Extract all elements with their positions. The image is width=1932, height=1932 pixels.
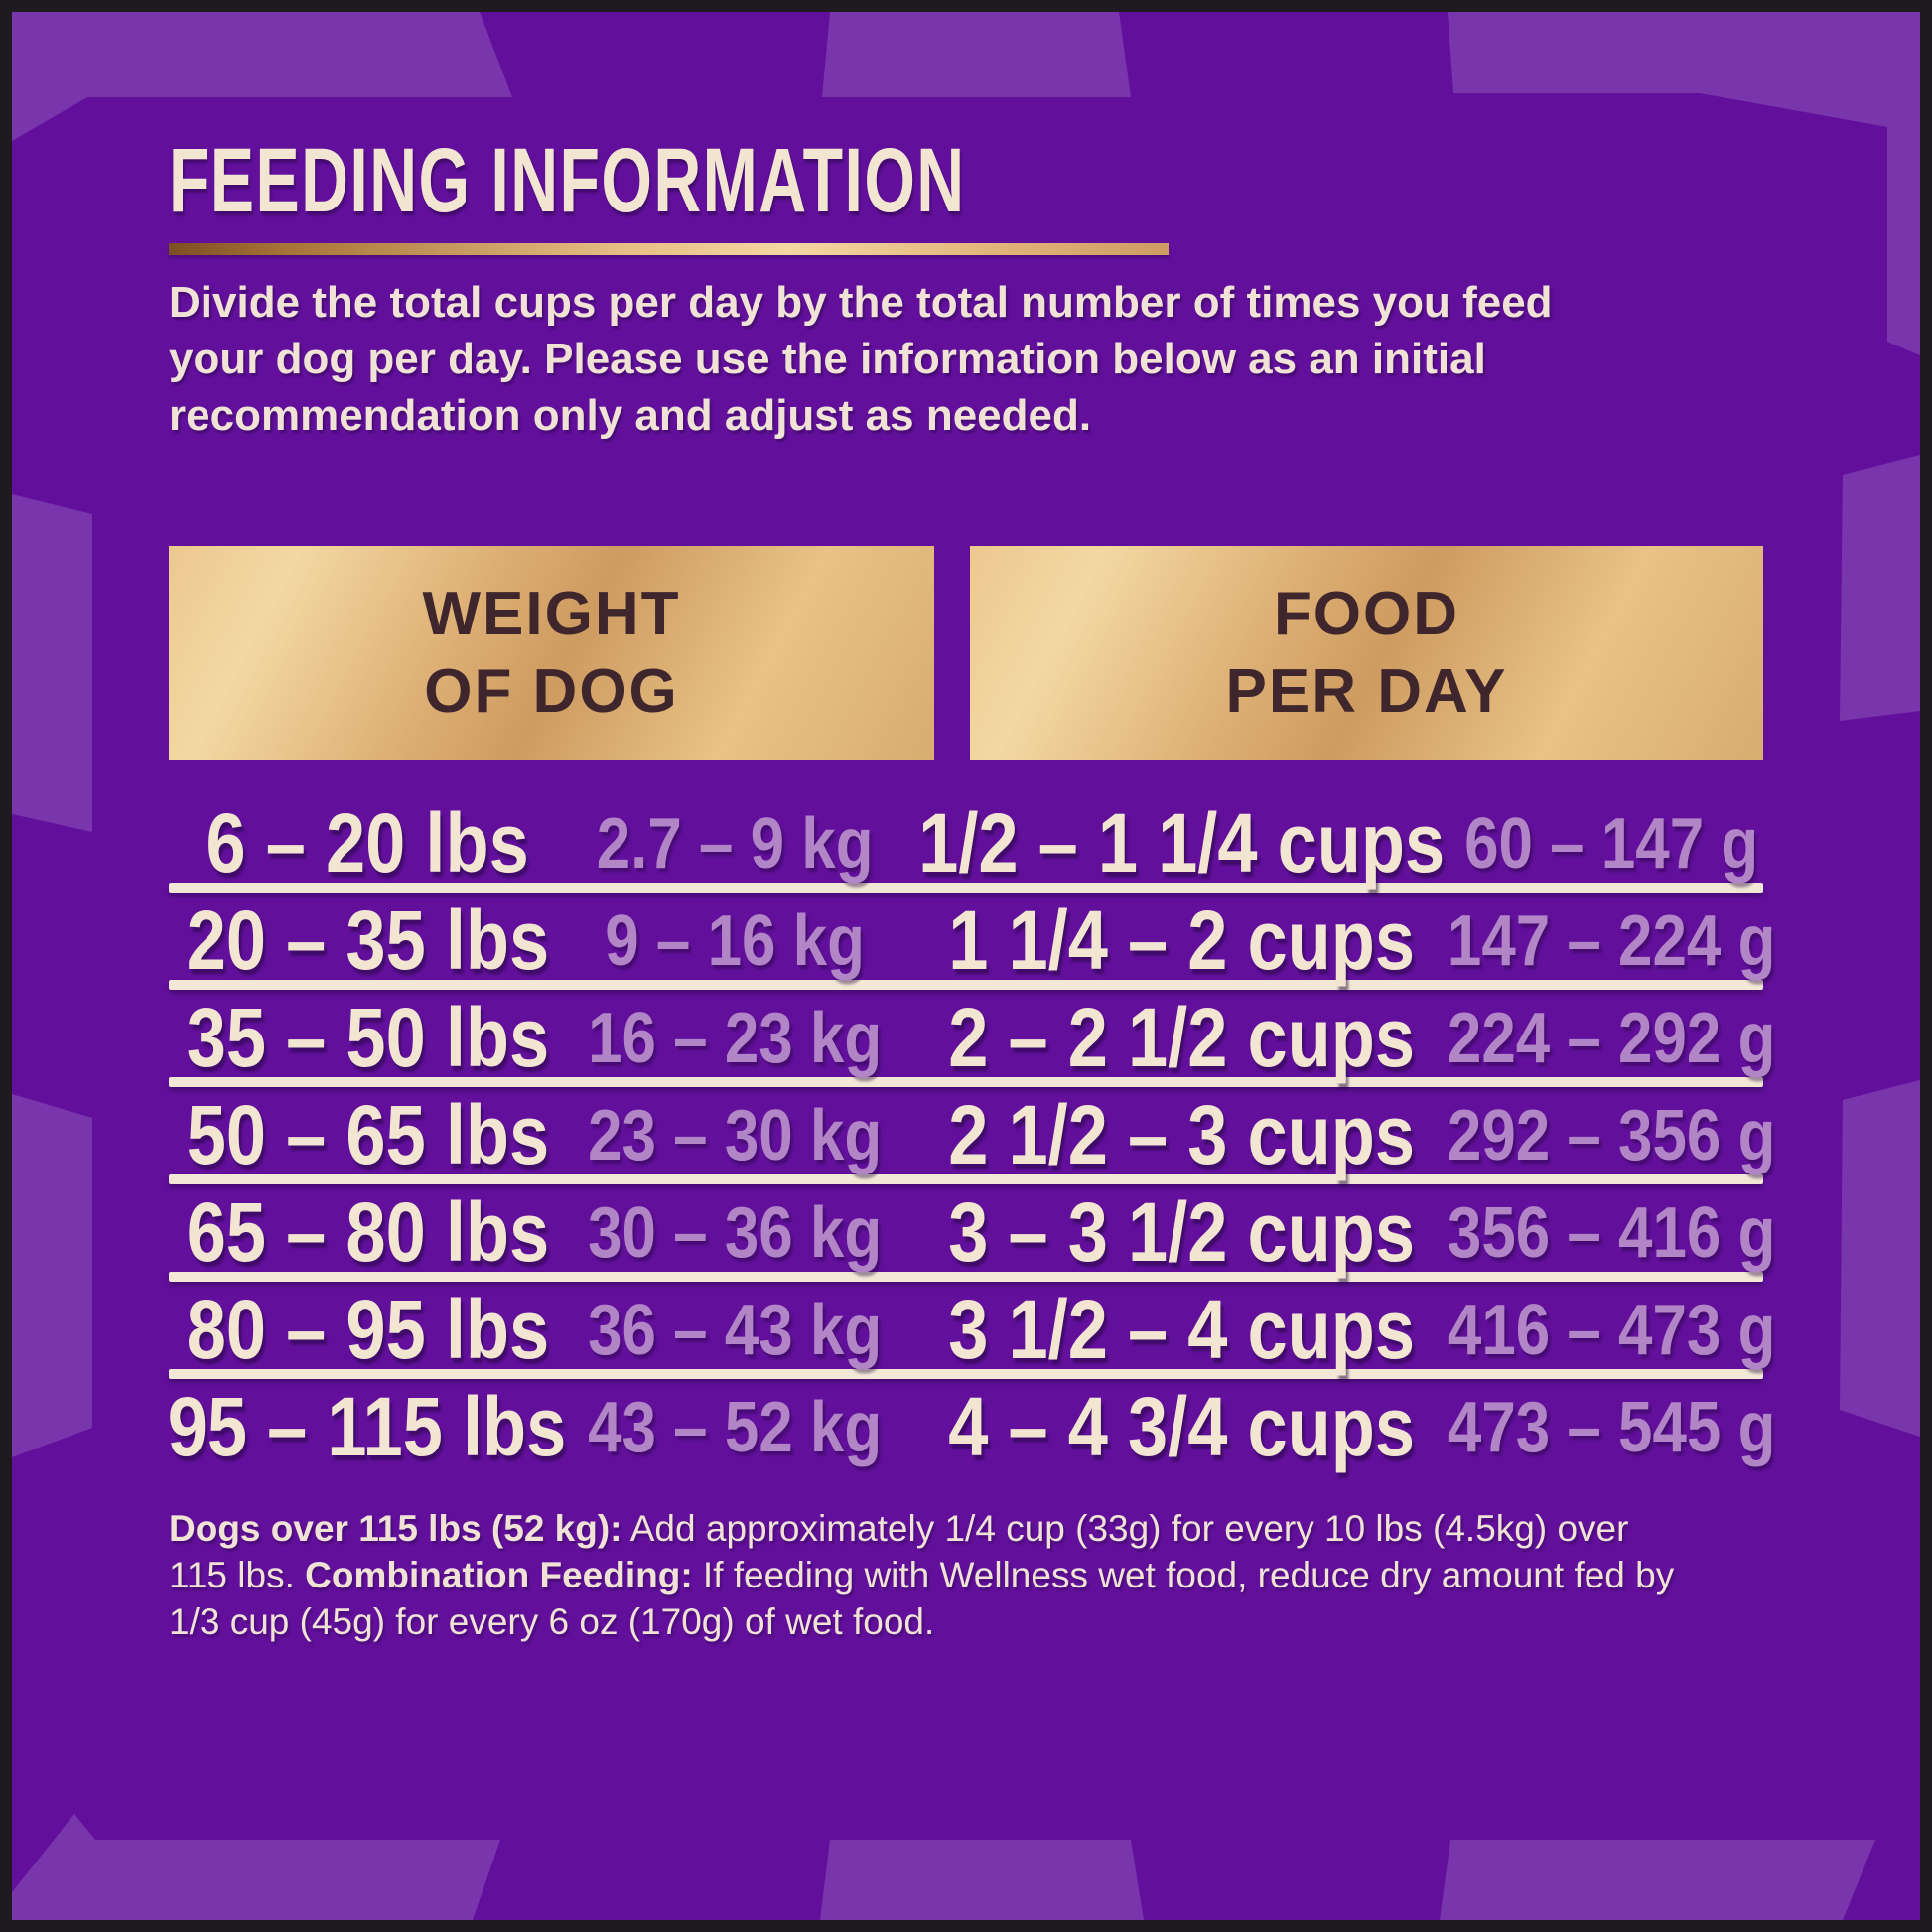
pattern-top-right-shape: [1448, 12, 1920, 355]
food-cups-cell: 1 1/4 – 2 cups: [948, 894, 1415, 987]
weight-kg-cell: 43 – 52 kg: [587, 1387, 883, 1467]
table-row: 20 – 35 lbs 9 – 16 kg 1 1/4 – 2 cups 147…: [169, 893, 1775, 987]
weight-kg-cell: 9 – 16 kg: [605, 900, 865, 981]
food-grams-cell: 416 – 473 g: [1447, 1290, 1776, 1370]
intro-paragraph: Divide the total cups per day by the tot…: [169, 274, 1553, 444]
food-grams-cell: 473 – 545 g: [1447, 1387, 1776, 1467]
food-grams-cell: 60 – 147 g: [1463, 803, 1759, 884]
table-row: 80 – 95 lbs 36 – 43 kg 3 1/2 – 4 cups 41…: [169, 1282, 1775, 1376]
weight-header-line1: WEIGHT: [422, 580, 681, 648]
feeding-table: 6 – 20 lbs 2.7 – 9 kg 1/2 – 1 1/4 cups 6…: [168, 795, 1775, 1473]
food-cups-cell: 2 – 2 1/2 cups: [948, 991, 1415, 1084]
weight-kg-cell: 30 – 36 kg: [587, 1192, 883, 1273]
pattern-left-upper-shape: [12, 494, 92, 832]
purple-background: [12, 12, 1920, 1920]
food-cups-cell: 2 1/2 – 3 cups: [948, 1088, 1415, 1181]
weight-lbs-cell: 35 – 50 lbs: [186, 991, 549, 1084]
footnote-text: 115 lbs.: [169, 1555, 306, 1595]
footnote-text: 1/3 cup (45g) for every 6 oz (170g) of w…: [169, 1601, 935, 1642]
weight-lbs-cell: 95 – 115 lbs: [168, 1380, 567, 1473]
table-row: 6 – 20 lbs 2.7 – 9 kg 1/2 – 1 1/4 cups 6…: [169, 795, 1763, 890]
weight-lbs-cell: 6 – 20 lbs: [206, 796, 529, 890]
food-cups-cell: 1/2 – 1 1/4 cups: [917, 796, 1446, 890]
weight-kg-cell: 36 – 43 kg: [587, 1290, 883, 1370]
table-row: 50 – 65 lbs 23 – 30 kg 2 1/2 – 3 cups 29…: [169, 1087, 1775, 1181]
pattern-top-middle-shape: [822, 12, 1131, 97]
food-grams-cell: 147 – 224 g: [1447, 900, 1776, 981]
row-divider: [169, 883, 1763, 893]
weight-lbs-cell: 50 – 65 lbs: [186, 1088, 549, 1181]
weight-kg-cell: 23 – 30 kg: [587, 1095, 883, 1175]
panel-content: FEEDING INFORMATION Divide the total cup…: [168, 0, 1775, 1932]
row-divider: [169, 1174, 1763, 1184]
row-divider: [169, 1077, 1763, 1087]
food-grams-cell: 292 – 356 g: [1447, 1095, 1776, 1175]
weight-lbs-cell: 80 – 95 lbs: [186, 1283, 549, 1376]
footnote: Dogs over 115 lbs (52 kg): Add approxima…: [169, 1505, 1763, 1645]
title-underline: [169, 243, 1169, 255]
weight-header-box: WEIGHT OF DOG: [169, 546, 934, 760]
footnote-line: 1/3 cup (45g) for every 6 oz (170g) of w…: [169, 1598, 1763, 1645]
intro-line: recommendation only and adjust as needed…: [169, 391, 1092, 440]
pattern-bottom-middle-shape: [820, 1840, 1144, 1920]
food-cups-cell: 4 – 4 3/4 cups: [948, 1380, 1415, 1473]
weight-header-line2: OF DOG: [424, 657, 679, 726]
weight-lbs-cell: 65 – 80 lbs: [186, 1185, 549, 1279]
row-divider: [169, 1272, 1763, 1282]
weight-kg-cell: 16 – 23 kg: [587, 998, 883, 1078]
intro-line: your dog per day. Please use the informa…: [169, 335, 1486, 383]
pattern-top-left-shape: [12, 12, 512, 141]
table-row: 65 – 80 lbs 30 – 36 kg 3 – 3 1/2 cups 35…: [169, 1184, 1775, 1279]
page-title: FEEDING INFORMATION: [169, 130, 966, 231]
row-divider: [169, 980, 1763, 990]
footnote-line: 115 lbs. Combination Feeding: If feeding…: [169, 1552, 1763, 1598]
pattern-left-lower-shape: [12, 1094, 92, 1457]
food-header-line1: FOOD: [1273, 580, 1460, 648]
food-grams-cell: 224 – 292 g: [1447, 998, 1776, 1078]
row-divider: [169, 1369, 1763, 1379]
pattern-bottom-left-shape: [12, 1814, 500, 1920]
table-row: 95 – 115 lbs 43 – 52 kg 4 – 4 3/4 cups 4…: [168, 1379, 1775, 1473]
footnote-bold-label: Dogs over 115 lbs (52 kg):: [169, 1508, 622, 1549]
food-grams-cell: 356 – 416 g: [1447, 1192, 1776, 1273]
pattern-right-upper-shape: [1840, 455, 1920, 721]
weight-lbs-cell: 20 – 35 lbs: [186, 894, 549, 987]
food-header-line2: PER DAY: [1225, 657, 1508, 726]
food-header-box: FOOD PER DAY: [970, 546, 1763, 760]
food-cups-cell: 3 – 3 1/2 cups: [948, 1185, 1415, 1279]
footnote-bold-label: Combination Feeding:: [305, 1555, 693, 1595]
food-cups-cell: 3 1/2 – 4 cups: [948, 1283, 1415, 1376]
footnote-line: Dogs over 115 lbs (52 kg): Add approxima…: [169, 1505, 1763, 1552]
pattern-bottom-right-shape: [1440, 1840, 1875, 1920]
table-row: 35 – 50 lbs 16 – 23 kg 2 – 2 1/2 cups 22…: [169, 990, 1775, 1084]
pattern-shapes: [12, 12, 1920, 1920]
pattern-right-lower-shape: [1840, 1080, 1920, 1437]
intro-line: Divide the total cups per day by the tot…: [169, 278, 1553, 327]
footnote-text: Add approximately 1/4 cup (33g) for ever…: [621, 1508, 1629, 1549]
footnote-text: If feeding with Wellness wet food, reduc…: [692, 1555, 1675, 1595]
weight-kg-cell: 2.7 – 9 kg: [596, 803, 874, 884]
